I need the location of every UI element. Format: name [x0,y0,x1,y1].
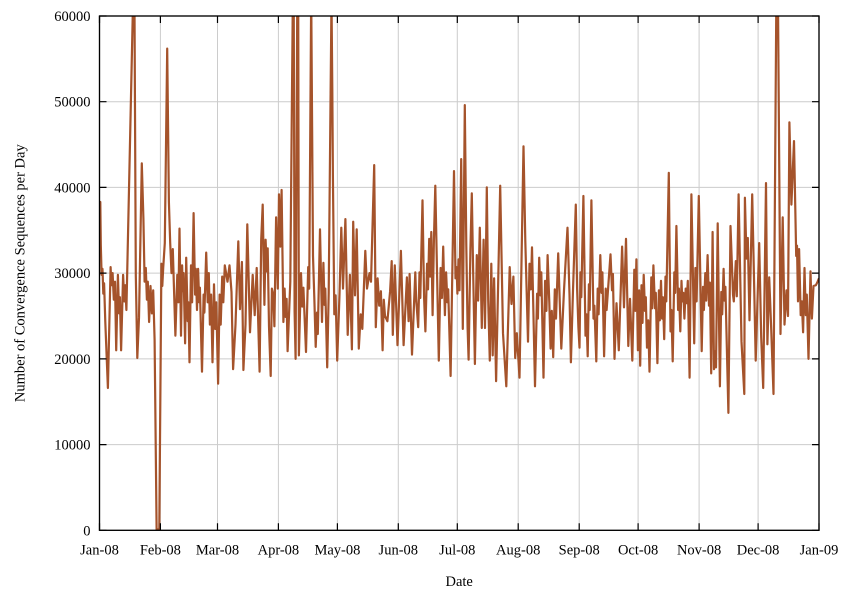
svg-text:Jan-09: Jan-09 [800,543,839,559]
svg-text:Dec-08: Dec-08 [737,543,780,559]
svg-text:Jan-08: Jan-08 [80,543,119,559]
svg-text:60000: 60000 [54,9,90,25]
svg-text:Jul-08: Jul-08 [439,543,475,559]
svg-text:May-08: May-08 [314,543,360,559]
svg-text:Feb-08: Feb-08 [140,543,181,559]
svg-text:Number of Convergence Sequence: Number of Convergence Sequences per Day [13,144,29,403]
svg-text:Jun-08: Jun-08 [379,543,418,559]
svg-text:10000: 10000 [54,438,90,454]
svg-text:Nov-08: Nov-08 [677,543,721,559]
svg-text:0: 0 [83,523,90,539]
svg-text:30000: 30000 [54,266,90,282]
svg-text:40000: 40000 [54,180,90,196]
svg-text:50000: 50000 [54,95,90,111]
svg-text:Mar-08: Mar-08 [196,543,239,559]
svg-text:Oct-08: Oct-08 [618,543,658,559]
svg-text:Sep-08: Sep-08 [559,543,600,559]
svg-text:Apr-08: Apr-08 [258,543,300,559]
svg-text:Aug-08: Aug-08 [496,543,540,559]
svg-text:Date: Date [446,574,473,590]
svg-text:20000: 20000 [54,352,90,368]
